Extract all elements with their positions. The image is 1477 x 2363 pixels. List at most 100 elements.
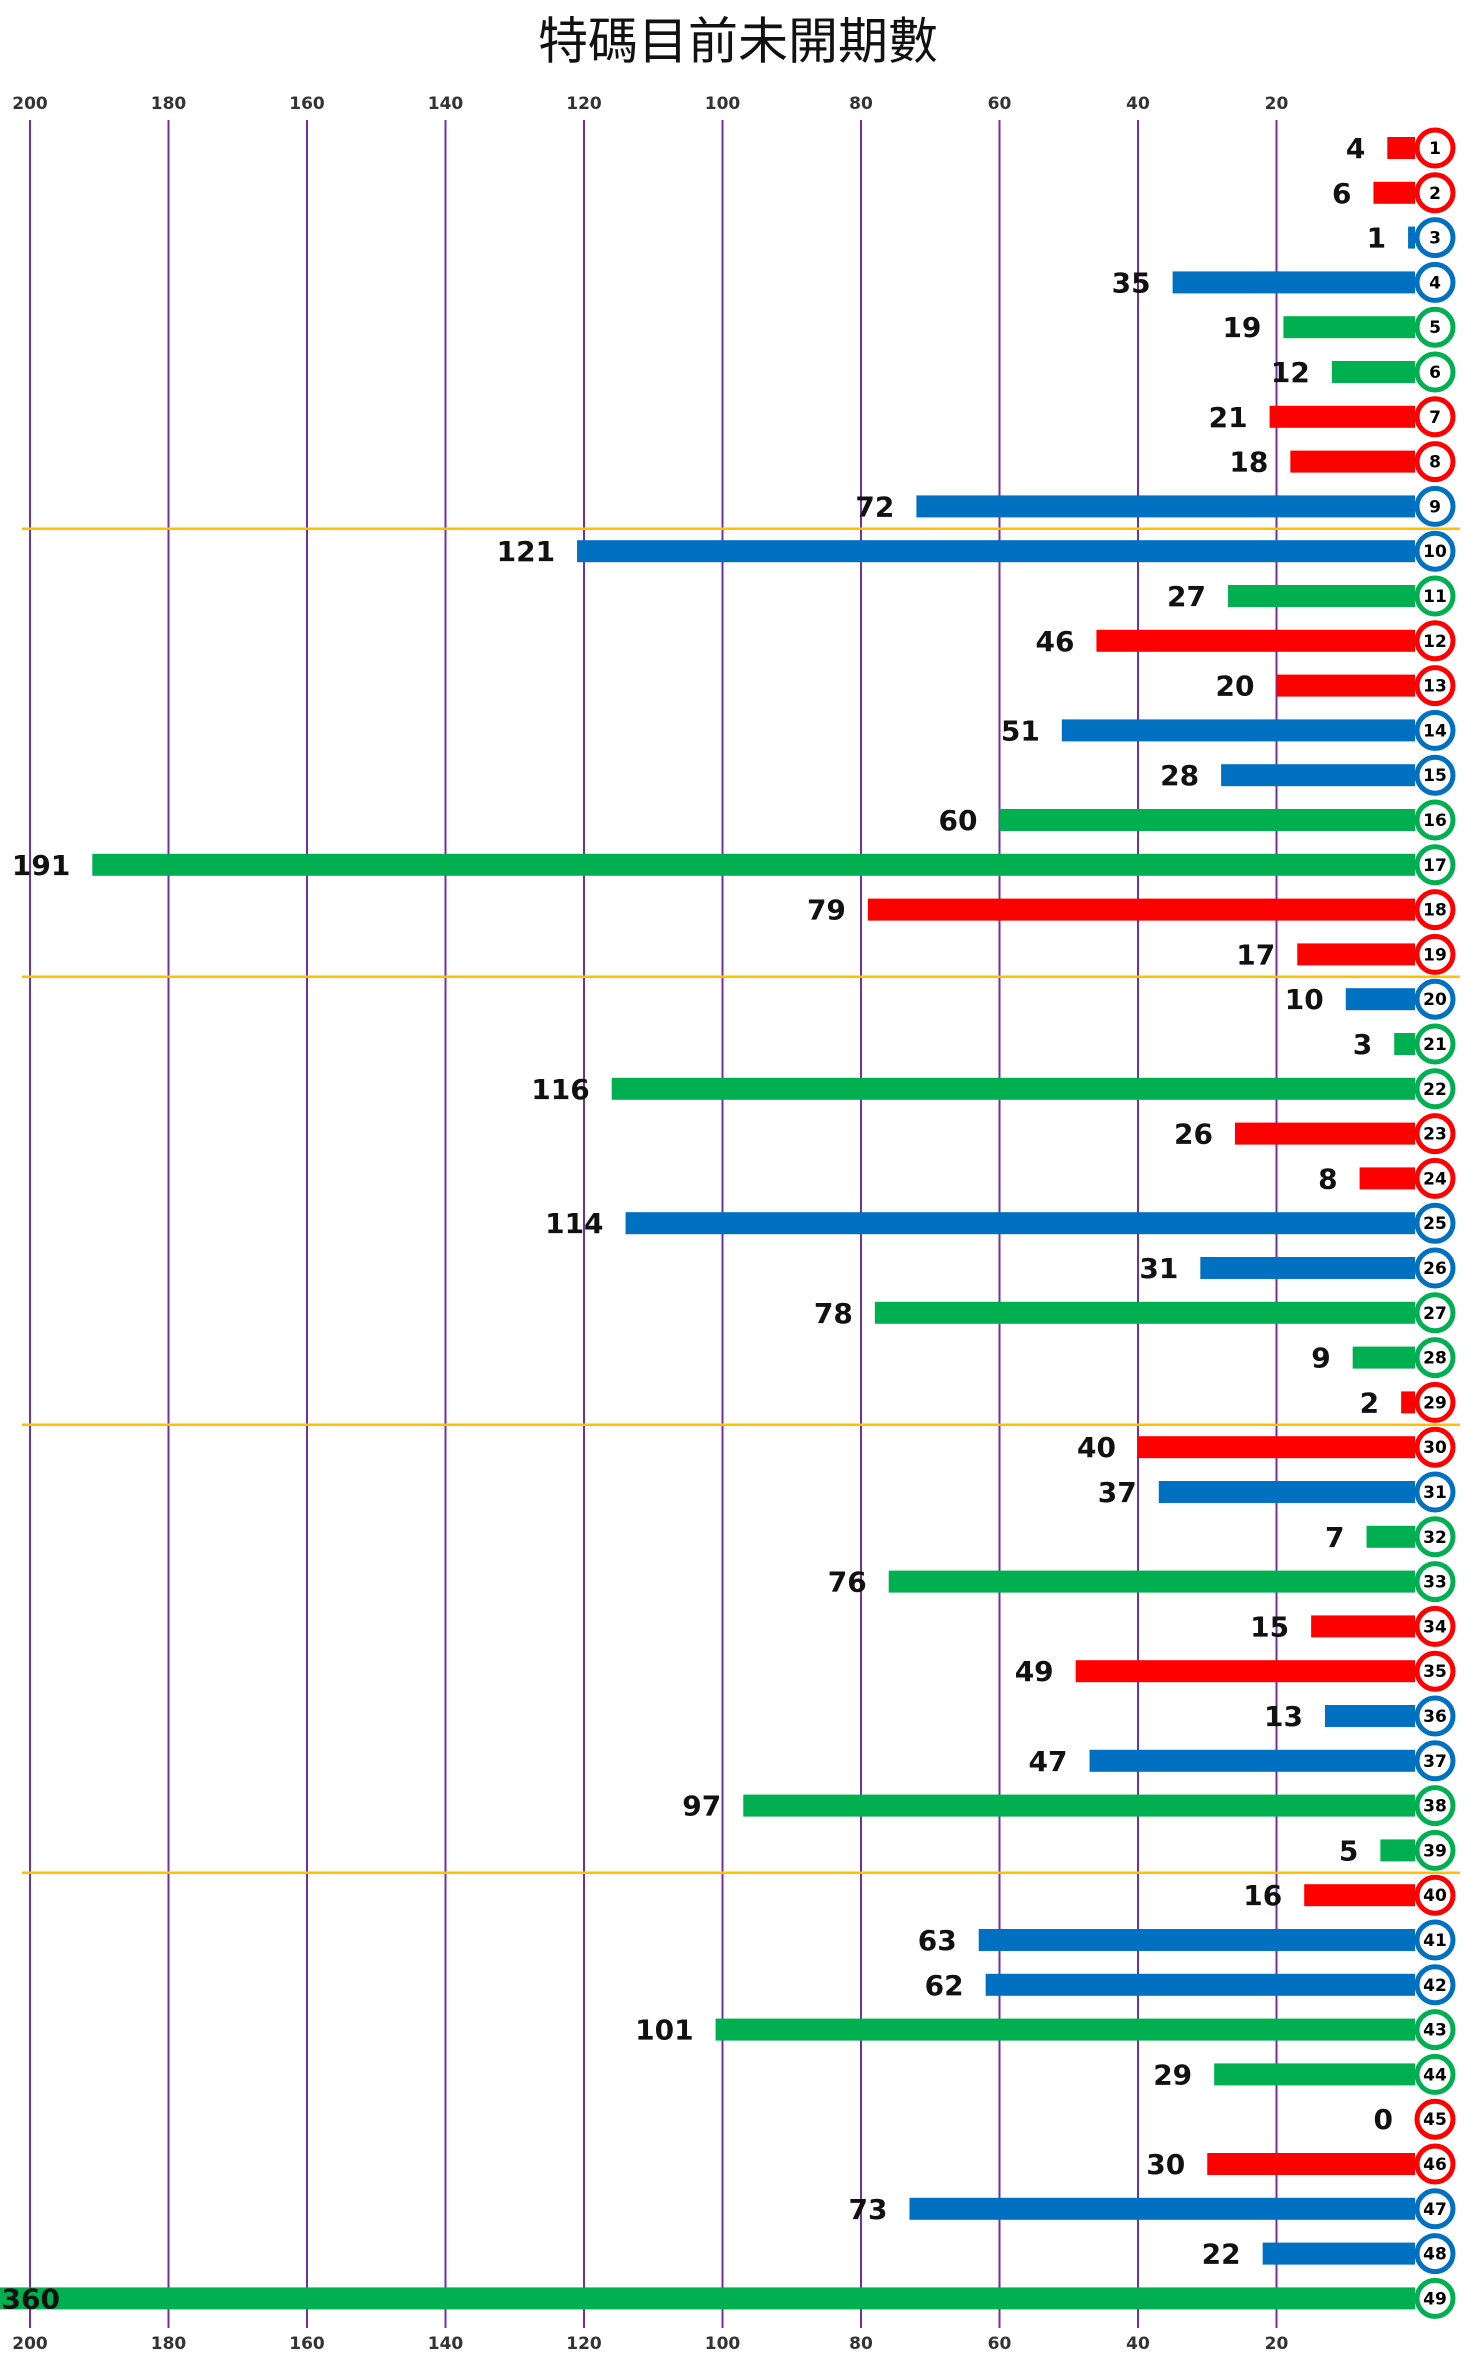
ball-label: 43 [1423,2021,1447,2041]
ball [1414,396,1456,438]
ball-label: 18 [1423,901,1447,921]
ball-label: 27 [1423,1304,1447,1324]
ball-label: 35 [1423,1662,1447,1682]
ball-label: 38 [1423,1797,1447,1817]
value-label: 1 [1367,222,1386,255]
value-label: 97 [682,1790,721,1823]
bar [1373,181,1415,204]
ball [1414,1426,1456,1468]
ball-label: 13 [1423,677,1447,697]
ball-label: 9 [1429,497,1441,517]
ball [1414,1964,1456,2006]
ball [1414,1068,1456,1110]
ball-label: 2 [1429,184,1441,204]
value-label: 16 [1243,1879,1282,1912]
value-label: 46 [1035,625,1074,658]
ball-label: 39 [1423,1841,1447,1861]
value-label: 114 [545,1207,603,1240]
ball [1414,1561,1456,1603]
bar [1158,1481,1415,1503]
ball [1414,127,1456,169]
value-label: 73 [849,2193,888,2226]
ball [1414,1874,1456,1916]
bar [1304,1884,1415,1907]
value-label: 20 [1216,670,1255,703]
x-tick-label: 60 [988,94,1012,114]
bar [999,809,1415,831]
ball [1414,620,1456,662]
ball-label: 4 [1429,273,1441,293]
ball-label: 8 [1429,453,1441,473]
bar [1262,2242,1415,2265]
bar [1061,719,1415,742]
value-label: 51 [1001,714,1040,747]
value-label: 72 [855,490,894,523]
value-label: 26 [1174,1118,1213,1151]
ball [1414,709,1456,751]
value-label: 49 [1015,1655,1054,1688]
ball-label: 31 [1423,1483,1447,1503]
bar [1172,271,1415,294]
value-label: 28 [1160,759,1199,792]
value-label: 15 [1250,1610,1289,1643]
ball-label: 5 [1429,318,1441,338]
bar [874,1301,1415,1324]
ball-label: 46 [1423,2155,1447,2175]
bar [1138,1436,1415,1459]
bar [1345,988,1415,1011]
bar [978,1929,1415,1951]
bar [1394,1033,1415,1055]
x-tick-label: 20 [1265,2334,1289,2354]
ball [1414,889,1456,931]
ball [1414,2009,1456,2051]
value-label: 0 [1374,2103,1393,2136]
ball [1414,978,1456,1020]
value-label: 76 [828,1566,867,1599]
ball [1414,2233,1456,2275]
value-label: 37 [1098,1476,1137,1509]
ball [1414,2277,1456,2319]
value-label: 18 [1229,446,1268,479]
value-label: 360 [2,2282,60,2315]
bar [1200,1257,1415,1279]
ball [1414,1247,1456,1289]
ball-label: 26 [1423,1259,1447,1279]
ball-label: 12 [1423,632,1447,652]
ball [1414,530,1456,572]
ball [1414,441,1456,483]
x-tick-label: 80 [849,2334,873,2354]
ball [1414,1829,1456,1871]
ball-label: 22 [1423,1080,1447,1100]
bar [888,1570,1415,1593]
value-label: 10 [1285,983,1324,1016]
value-label: 116 [531,1073,589,1106]
ball [1414,754,1456,796]
ball-label: 37 [1423,1752,1447,1772]
bar [909,2197,1415,2220]
value-label: 2 [1360,1386,1379,1419]
value-label: 101 [635,2014,693,2047]
ball [1414,217,1456,259]
ball [1414,665,1456,707]
ball-label: 23 [1423,1125,1447,1145]
bar [1276,674,1415,697]
value-label: 13 [1264,1700,1303,1733]
ball-label: 41 [1423,1931,1447,1951]
ball [1414,2143,1456,2185]
ball [1414,1337,1456,1379]
ball [1414,1023,1456,1065]
value-label: 7 [1325,1521,1344,1554]
ball [1414,1605,1456,1647]
ball [1414,933,1456,975]
ball [1414,1785,1456,1827]
ball [1414,2098,1456,2140]
ball-label: 44 [1423,2065,1447,2085]
bar [916,495,1415,518]
value-label: 191 [12,849,70,882]
value-label: 4 [1346,132,1365,165]
value-label: 8 [1318,1162,1337,1195]
bar [715,2018,1415,2041]
ball-label: 48 [1423,2245,1447,2265]
ball-label: 24 [1423,1169,1447,1189]
ball-label: 19 [1423,945,1447,965]
